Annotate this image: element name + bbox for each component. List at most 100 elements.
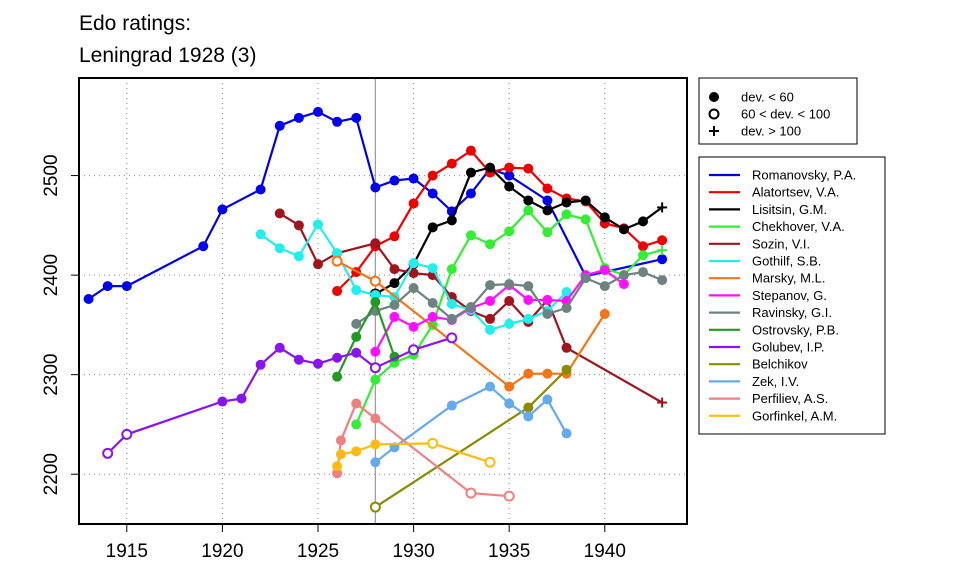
data-point — [255, 184, 266, 195]
data-point — [102, 447, 114, 459]
data-point — [446, 158, 457, 169]
data-point — [465, 167, 476, 178]
data-point — [523, 368, 534, 379]
series-gorfinkel-a-m — [332, 437, 496, 472]
x-tick-label: 1935 — [488, 541, 530, 562]
series-line — [106, 336, 453, 455]
marker-legend-label: dev. > 100 — [741, 124, 801, 139]
data-point — [274, 243, 285, 254]
series-chekhover-v-a — [351, 205, 668, 430]
series-line — [87, 110, 663, 300]
data-point — [580, 214, 591, 225]
data-point — [599, 212, 610, 223]
legend-label: Alatortsev, V.A. — [752, 185, 839, 200]
data-point — [523, 163, 534, 174]
data-point — [485, 239, 496, 250]
data-point — [542, 205, 553, 216]
legend-label: Zek, I.V. — [752, 374, 799, 389]
data-point — [523, 313, 534, 324]
data-point — [370, 238, 381, 249]
chart-subtitle: Leningrad 1928 (3) — [79, 44, 256, 67]
data-point — [255, 229, 266, 240]
data-point — [351, 285, 362, 296]
data-point — [504, 181, 515, 192]
data-point — [274, 342, 285, 353]
legend-label: Stepanov, G. — [752, 288, 827, 303]
data-point — [657, 254, 668, 265]
data-point — [504, 279, 515, 290]
y-tick-label: 2200 — [41, 453, 62, 495]
series-belchikov — [369, 364, 572, 513]
series-line — [336, 299, 396, 378]
x-tick-label: 1930 — [392, 541, 434, 562]
legend-label: Romanovsky, P.A. — [752, 168, 856, 183]
legend-label: Chekhover, V.A. — [752, 219, 845, 234]
data-point — [427, 222, 438, 233]
data-point — [408, 283, 419, 294]
data-point — [121, 281, 132, 292]
data-point — [523, 402, 534, 413]
data-point — [274, 208, 285, 219]
data-point — [485, 313, 496, 324]
data-point — [370, 374, 381, 385]
series-perfiliev-a-s — [332, 398, 515, 502]
data-point — [312, 259, 323, 270]
data-point — [369, 362, 381, 374]
data-point — [523, 205, 534, 216]
data-point — [427, 297, 438, 308]
data-point — [485, 280, 496, 291]
data-point — [370, 346, 381, 357]
data-point — [198, 241, 209, 252]
data-point — [465, 188, 476, 199]
data-point — [580, 195, 591, 206]
data-point — [561, 302, 572, 313]
data-point — [389, 299, 400, 310]
data-point — [484, 456, 496, 468]
data-point — [351, 318, 362, 329]
data-point — [618, 224, 629, 235]
data-point — [369, 501, 381, 513]
data-point — [255, 359, 266, 370]
data-point — [504, 226, 515, 237]
legend-label: Marsky, M.L. — [752, 271, 825, 286]
data-point — [351, 347, 362, 358]
data-point — [618, 279, 629, 290]
data-point — [542, 195, 553, 206]
data-point — [465, 145, 476, 156]
data-point — [293, 112, 304, 123]
data-point — [708, 108, 720, 120]
data-point — [446, 400, 457, 411]
data-point — [274, 120, 285, 131]
data-point — [332, 468, 343, 479]
data-point — [427, 263, 438, 274]
data-point — [427, 170, 438, 181]
x-tick-label: 1920 — [201, 541, 243, 562]
data-point — [293, 354, 304, 365]
data-point — [370, 413, 381, 424]
axes: 1915 1920 1925 1930 1935 1940 2200 2300 2400 2500 — [41, 78, 626, 562]
legend-label: Sozin, V.I. — [752, 236, 810, 251]
data-point — [542, 227, 553, 238]
data-point — [485, 381, 496, 392]
data-point — [102, 281, 113, 292]
data-point — [561, 209, 572, 220]
data-point — [599, 281, 610, 292]
data-point — [561, 364, 572, 375]
data-point — [542, 308, 553, 319]
data-point — [408, 344, 420, 356]
data-point — [332, 116, 343, 127]
data-point — [504, 318, 515, 329]
data-point — [370, 296, 381, 307]
x-tick-label: 1925 — [297, 541, 339, 562]
data-point — [638, 241, 649, 252]
data-point — [351, 398, 362, 409]
data-point — [561, 287, 572, 298]
data-point — [293, 251, 304, 262]
data-point — [485, 296, 496, 306]
data-point — [446, 215, 457, 226]
series-line — [336, 401, 510, 498]
data-point — [503, 490, 515, 502]
data-point — [465, 230, 476, 241]
data-point — [332, 352, 343, 363]
